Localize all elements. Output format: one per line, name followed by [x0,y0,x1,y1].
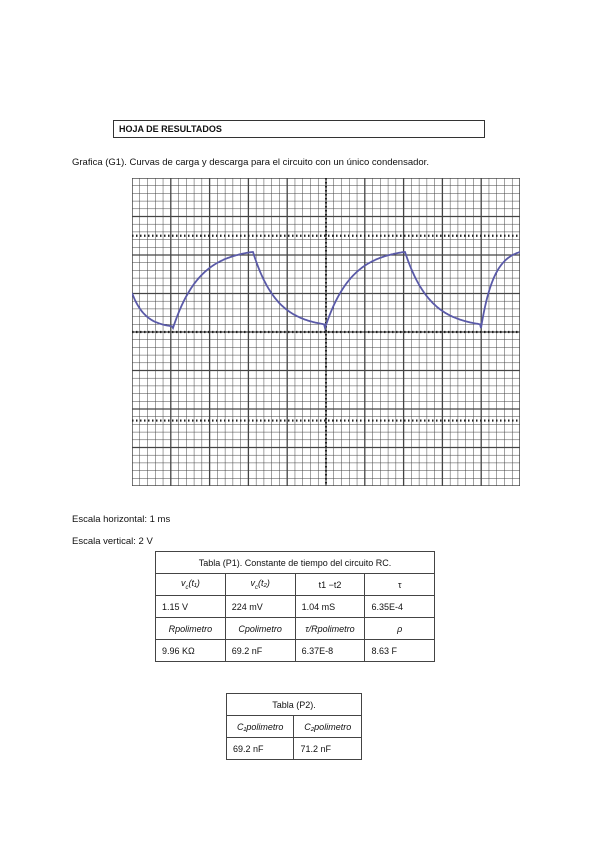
table-p1-cell: 1.15 V [155,595,226,618]
table-p1-header-tau: τ [364,573,435,596]
results-header: HOJA DE RESULTADOS [113,120,485,138]
results-title: HOJA DE RESULTADOS [119,124,222,134]
table-p2-header-c1: C₁polimetro [225,715,295,738]
table-p2-header-c2: C₂polimetro [293,715,362,738]
table-p1-header-tau-r: τ/Rpolimetro [294,617,366,640]
table-p1-header-r: Rpolimetro [155,617,226,640]
table-p2-cell: 69.2 nF [225,737,295,760]
grid-lines [132,178,520,486]
table-p1-header-dt: t1 −t2 [294,573,366,596]
table-p1-cell: 6.37E-8 [294,639,366,662]
table-p1-header-vc2: vc(t₂) [224,573,296,596]
grid-axes [132,178,520,486]
table-p2-title: Tabla (P2). [226,693,362,716]
oscilloscope-graph [132,178,520,486]
table-p1-cell: 6.35E-4 [364,595,435,618]
charge-discharge-trace [132,251,520,332]
horizontal-scale: Escala horizontal: 1 ms [72,514,171,525]
table-p1-cell: 8.63 F [364,639,435,662]
vertical-scale: Escala vertical: 2 V [72,536,153,547]
table-p1: Tabla (P1). Constante de tiempo del circ… [155,551,435,662]
table-p1-header-c: Cpolimetro [224,617,296,640]
table-p1-title: Tabla (P1). Constante de tiempo del circ… [155,551,435,574]
table-p2: Tabla (P2). C₁polimetro C₂polimetro 69.2… [225,693,362,760]
table-p1-cell: 224 mV [224,595,296,618]
table-p1-header-rho: ρ [364,617,435,640]
table-p1-cell: 9.96 KΩ [155,639,226,662]
graph-caption: Grafica (G1). Curvas de carga y descarga… [72,157,429,168]
table-p1-cell: 69.2 nF [224,639,296,662]
table-p1-cell: 1.04 mS [294,595,366,618]
table-p2-cell: 71.2 nF [293,737,362,760]
table-p1-header-vc1: vc(t₁) [155,573,226,596]
